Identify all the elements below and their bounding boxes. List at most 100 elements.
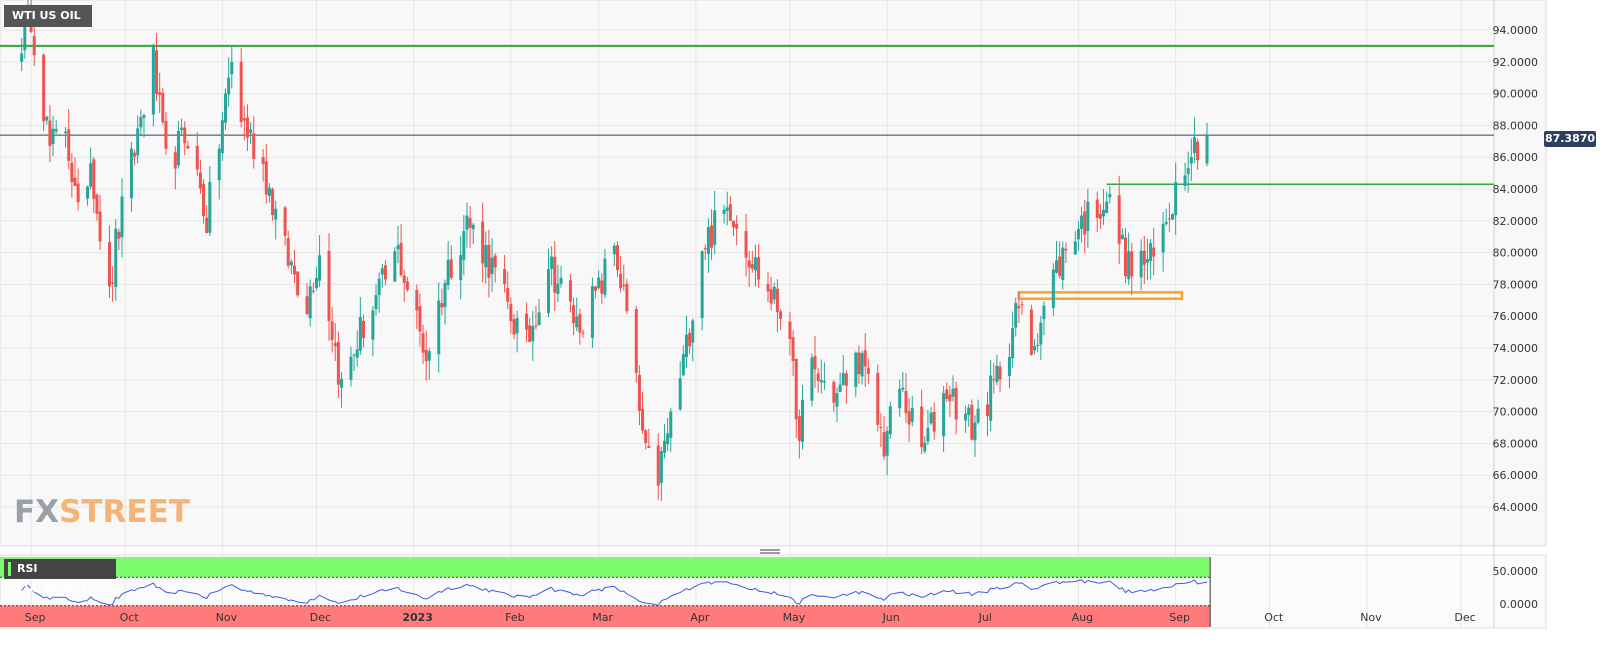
candle-body — [710, 225, 714, 248]
y-tick-label: 86.0000 — [1493, 151, 1539, 164]
candle-body — [800, 399, 804, 442]
candle-body — [932, 411, 936, 432]
candle-body — [70, 162, 74, 182]
candle-body — [89, 163, 93, 187]
candle-body — [757, 257, 761, 280]
candle-body — [537, 312, 541, 326]
y-tick-label: 70.0000 — [1493, 406, 1539, 419]
candle-body — [1196, 141, 1200, 161]
candle-body — [142, 115, 146, 118]
candle-body — [769, 289, 773, 304]
candle-body — [327, 250, 331, 321]
candle-body — [992, 379, 996, 381]
pane-divider-handle[interactable] — [760, 549, 780, 554]
y-tick-label: 82.0000 — [1493, 215, 1539, 228]
candle-body — [371, 310, 375, 340]
candle-body — [568, 280, 572, 302]
candle-body — [1076, 228, 1080, 240]
candle-body — [1149, 243, 1153, 261]
candle-body — [1120, 234, 1124, 240]
candle-body — [471, 224, 475, 230]
candle-body — [954, 387, 958, 420]
candle-body — [355, 349, 359, 358]
candle-body — [230, 61, 234, 75]
x-tick-label: Oct — [1264, 611, 1284, 624]
candle-body — [296, 271, 300, 296]
candle-body — [459, 255, 463, 281]
rsi-series — [21, 579, 1208, 606]
candle-body — [415, 289, 419, 311]
candle-body — [318, 255, 322, 281]
candle-body — [427, 351, 431, 361]
candle-body — [713, 210, 717, 245]
candle-body — [597, 277, 601, 288]
candle-body — [261, 157, 265, 164]
candle-body — [1123, 237, 1127, 277]
candle-body — [405, 281, 409, 290]
candle-body — [951, 388, 955, 397]
candle-body — [637, 374, 641, 411]
candle-body — [1164, 221, 1168, 224]
candle-body — [202, 184, 206, 217]
candle-body — [73, 177, 77, 186]
candle-body — [904, 390, 908, 414]
candle-body — [465, 215, 469, 230]
candle-body — [1061, 247, 1065, 281]
candle-body — [1058, 256, 1062, 276]
candle-body — [336, 342, 340, 385]
candle-body — [512, 319, 516, 335]
candle-body — [810, 357, 814, 401]
candle-body — [383, 265, 387, 280]
candle-body — [581, 332, 585, 334]
candle-body — [735, 223, 739, 229]
candle-body — [1192, 137, 1196, 153]
candle-body — [377, 278, 381, 296]
candle-body — [822, 381, 826, 383]
candle-body — [23, 17, 27, 51]
candle-body — [208, 181, 212, 233]
candle-body — [274, 208, 278, 220]
y-tick-label: 78.0000 — [1493, 278, 1539, 291]
candle-body — [681, 353, 685, 376]
candle-body — [1095, 199, 1099, 218]
candle-body — [1036, 345, 1040, 347]
candle-body — [1051, 269, 1055, 308]
candle-body — [183, 127, 187, 144]
candle-body — [76, 183, 80, 203]
candle-body — [98, 211, 102, 242]
candle-body — [1108, 193, 1112, 198]
x-tick-label: Sep — [25, 611, 46, 624]
candle-body — [1086, 201, 1090, 232]
price-pane — [0, 0, 1547, 547]
candle-body — [816, 373, 820, 381]
candles — [20, 0, 1209, 501]
candle-body — [305, 296, 309, 314]
rsi-indicator-label[interactable]: RSI (14,70,30,1) — [4, 559, 116, 595]
candle-body — [493, 255, 497, 268]
candle-body — [703, 247, 707, 250]
candle-body — [634, 309, 638, 373]
candle-body — [863, 350, 867, 367]
instrument-title: WTI US OIL — [4, 5, 92, 27]
x-tick-label: Aug — [1072, 611, 1093, 624]
candle-body — [1017, 305, 1021, 309]
candle-body — [885, 431, 889, 456]
candle-body — [1161, 223, 1165, 253]
candle-body — [732, 220, 736, 228]
candle-body — [503, 268, 507, 284]
candle-body — [1139, 250, 1143, 278]
candle-body — [195, 145, 199, 170]
candle-body — [788, 321, 792, 340]
candle-body — [986, 404, 990, 417]
candle-body — [594, 286, 598, 291]
candle-body — [995, 365, 999, 382]
candle-body — [550, 256, 554, 269]
candle-body — [443, 282, 447, 308]
candle-body — [1033, 346, 1037, 351]
x-tick-label: 2023 — [402, 611, 433, 624]
horizontal-levels — [0, 44, 1494, 300]
candle-body — [989, 375, 993, 421]
x-tick-label: Mar — [592, 611, 613, 624]
candle-body — [1105, 201, 1109, 213]
